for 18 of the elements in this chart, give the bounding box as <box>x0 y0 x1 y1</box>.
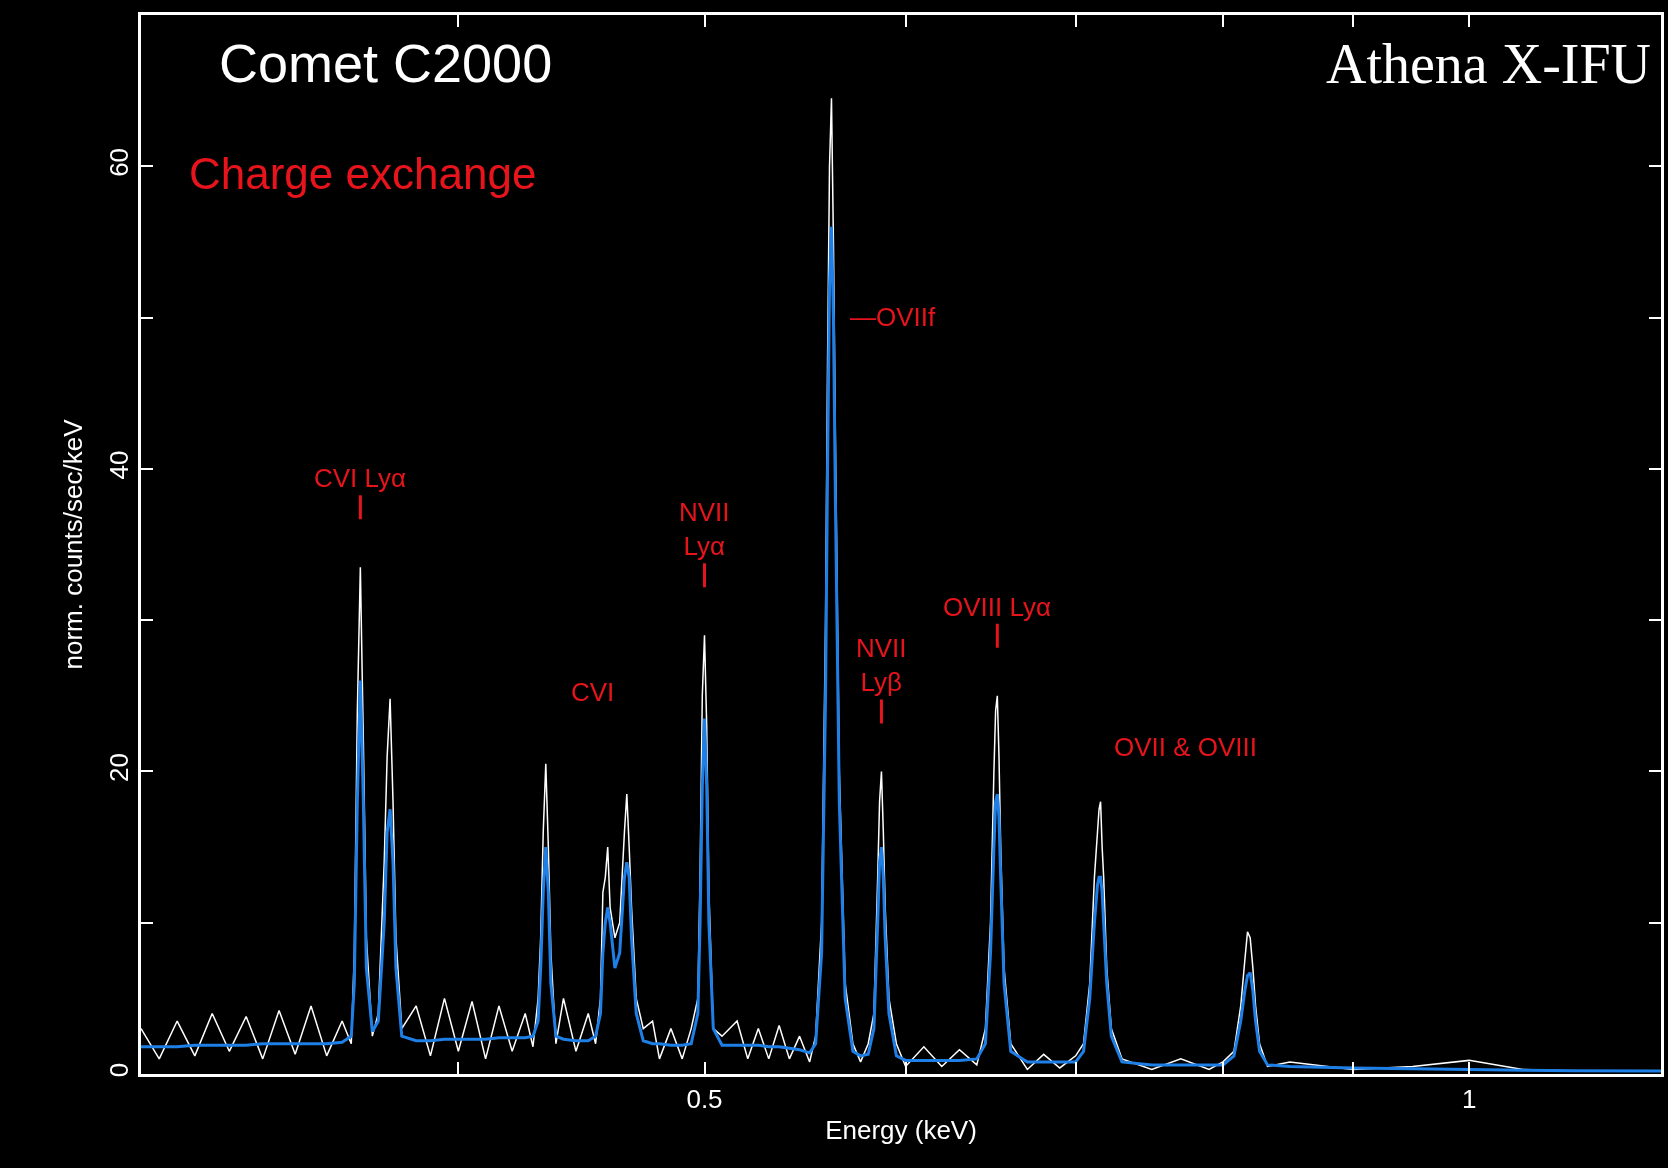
annotation: OVII & OVIII <box>1114 732 1258 762</box>
annotation: —OVIIf <box>850 302 937 332</box>
y-tick-label: 20 <box>103 753 134 782</box>
y-tick-label: 60 <box>103 147 134 177</box>
y-axis-title: norm. counts/sec/keV <box>58 418 88 670</box>
annotation: CVI <box>571 677 615 707</box>
annotation: NVII Lyα <box>679 497 730 561</box>
annotation: NVII Lyβ <box>856 633 907 697</box>
annotation: CVI Lyα <box>314 463 407 493</box>
y-tick-label: 0 <box>103 1062 134 1078</box>
y-tick-label: 40 <box>103 450 134 480</box>
x-tick-label: 0.5 <box>686 1084 723 1115</box>
chart-title: Comet C2000 <box>219 33 553 93</box>
annotation: Athena X-IFU <box>1326 33 1652 95</box>
text: Charge exchange <box>189 149 537 198</box>
x-axis-title: Energy (keV) <box>825 1114 977 1145</box>
annotation: OVIII Lyα <box>943 592 1051 622</box>
x-tick-label: 1 <box>1461 1084 1477 1115</box>
